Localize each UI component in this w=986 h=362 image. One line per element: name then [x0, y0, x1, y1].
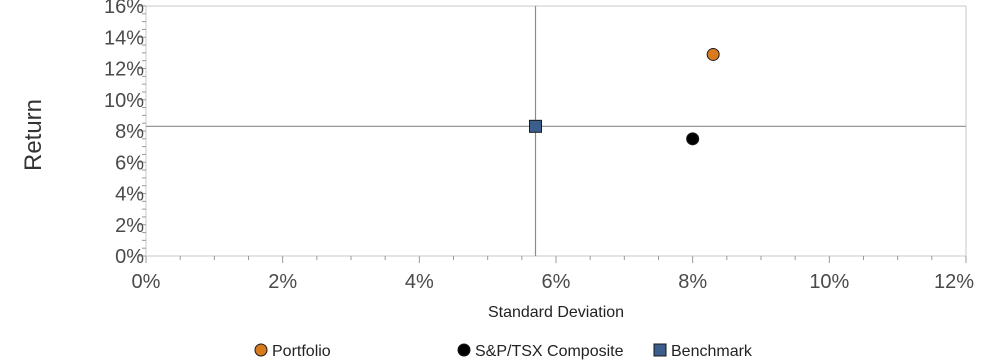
y-tick-label: 0% — [115, 246, 144, 268]
x-axis-tick-labels: 0% 2% 4% 6% 8% 10% 12% — [132, 271, 975, 293]
plot-area: 0% 2% 4% 6% 8% 10% 12% 14% 16% 0% 2% 4% 6% 8% 10% 12% — [104, 0, 974, 293]
legend-marker — [653, 343, 667, 357]
x-axis-title: Standard Deviation — [488, 304, 624, 321]
y-tick-label: 10% — [104, 90, 144, 112]
legend-label: S&P/TSX Composite — [475, 343, 624, 360]
y-axis-title: Return — [20, 99, 47, 171]
legend-label: Benchmark — [671, 343, 753, 360]
x-tick-label: 4% — [405, 271, 434, 293]
data-point — [529, 119, 542, 133]
data-point — [686, 132, 700, 146]
y-axis-tick-labels: 0% 2% 4% 6% 8% 10% 12% 14% 16% — [104, 0, 144, 268]
y-tick-label: 16% — [104, 0, 144, 18]
legend-label: Portfolio — [272, 343, 331, 360]
x-tick-label: 8% — [678, 271, 707, 293]
minor-ticks — [139, 5, 967, 263]
reference-lines — [146, 6, 966, 256]
y-tick-label: 4% — [115, 184, 144, 206]
x-tick-label: 0% — [132, 271, 161, 293]
y-tick-label: 2% — [115, 215, 144, 237]
data-points — [529, 47, 720, 146]
y-tick-label: 12% — [104, 59, 144, 81]
data-point — [706, 47, 720, 61]
x-tick-label: 2% — [268, 271, 297, 293]
legend-marker — [254, 343, 268, 357]
y-tick-label: 8% — [115, 121, 144, 143]
x-tick-label: 10% — [809, 271, 849, 293]
legend-marker — [457, 343, 471, 357]
legend: Portfolio S&P/TSX Composite Benchmark — [254, 343, 753, 360]
x-tick-label: 6% — [542, 271, 571, 293]
x-tick-label: 12% — [934, 271, 974, 293]
plot-frame — [145, 5, 967, 257]
y-tick-label: 6% — [115, 152, 144, 174]
y-tick-label: 14% — [104, 27, 144, 49]
